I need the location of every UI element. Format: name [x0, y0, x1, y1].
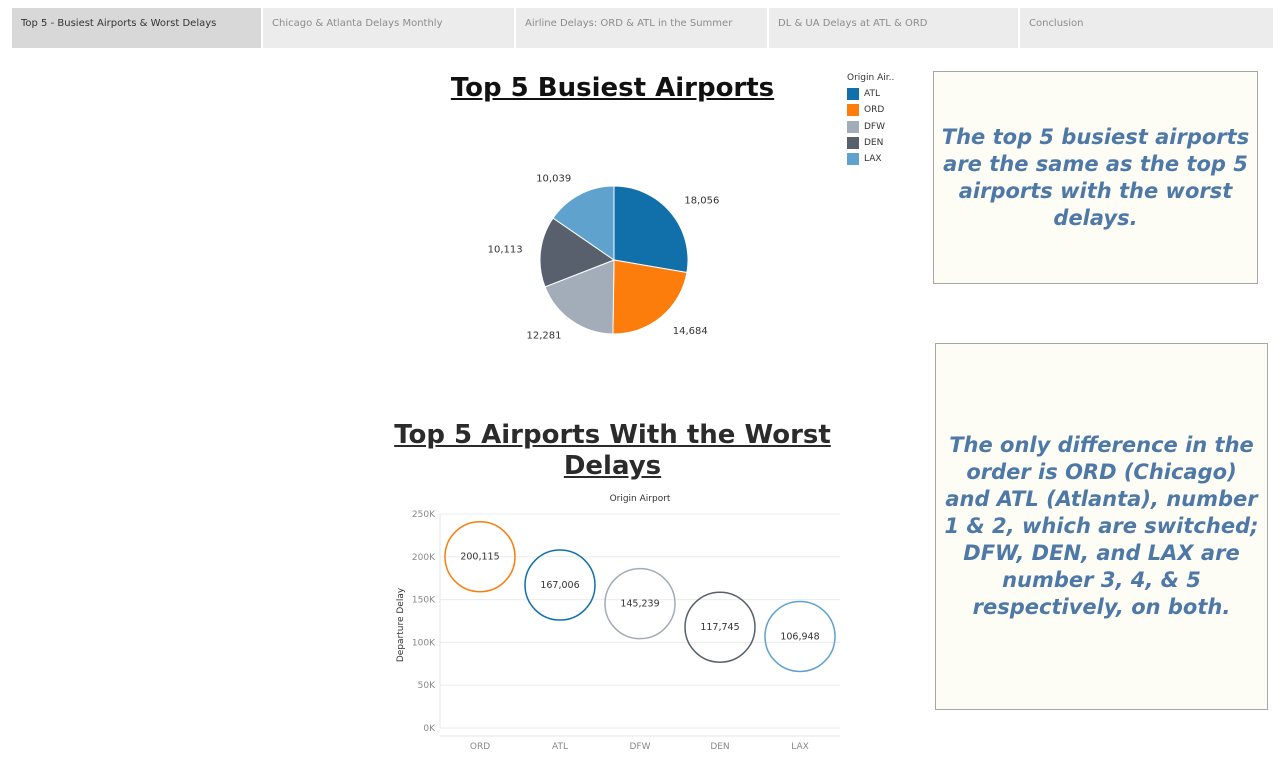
y-tick-label: 200K	[412, 553, 436, 563]
legend-label: DEN	[864, 138, 884, 149]
tab-chicago-atlanta-monthly[interactable]: Chicago & Atlanta Delays Monthly	[263, 8, 516, 48]
legend-swatch	[847, 153, 859, 166]
legend-swatch	[847, 104, 859, 117]
legend: Origin Air.. ATL ORD DFW DEN LAX	[847, 73, 927, 167]
legend-label: ORD	[864, 105, 885, 116]
y-tick-label: 250K	[412, 510, 436, 520]
legend-item-atl[interactable]: ATL	[847, 86, 927, 102]
x-tick-label: DEN	[710, 742, 729, 752]
bubble-data-label: 200,115	[460, 552, 499, 563]
pie-slice-dfw[interactable]	[544, 259, 615, 335]
pie-slice-atl[interactable]	[613, 185, 689, 274]
bubble-data-label: 106,948	[780, 631, 819, 642]
busiest-note-text: The top 5 busiest airports are the same …	[941, 124, 1250, 230]
pie-chart: 18,056 14,684 12,281 10,113 10,039	[488, 174, 720, 342]
pie-data-label: 12,281	[527, 331, 562, 342]
x-axis-title: Origin Airport	[610, 494, 671, 504]
legend-item-lax[interactable]: LAX	[847, 151, 927, 167]
pie-chart-title: Top 5 Busiest Airports	[450, 73, 775, 103]
bubble-lax[interactable]	[764, 600, 836, 673]
bubble-chart-title: Top 5 Airports With the Worst Delays	[394, 420, 831, 481]
legend-label: LAX	[864, 154, 882, 165]
bubble-dfw[interactable]	[604, 567, 676, 640]
pie-data-label: 10,113	[488, 244, 523, 255]
legend-swatch	[847, 120, 859, 133]
busiest-note-box: The top 5 busiest airports are the same …	[933, 71, 1258, 284]
legend-item-ord[interactable]: ORD	[847, 102, 927, 118]
legend-swatch	[847, 88, 859, 101]
x-tick-label: DFW	[629, 742, 650, 752]
tab-dl-ua-delays[interactable]: DL & UA Delays at ATL & ORD	[769, 8, 1020, 48]
bubble-den[interactable]	[684, 591, 756, 663]
x-tick-label: LAX	[791, 742, 809, 752]
legend-item-den[interactable]: DEN	[847, 135, 927, 151]
y-tick-label: 100K	[412, 638, 436, 648]
pie-data-label: 14,684	[673, 326, 708, 337]
difference-note-text: The only difference in the order is ORD …	[944, 433, 1259, 619]
bubble-data-label: 167,006	[540, 580, 579, 591]
tab-busiest-airports[interactable]: Top 5 - Busiest Airports & Worst Delays	[12, 8, 263, 48]
legend-label: ATL	[864, 89, 880, 100]
tab-airline-delays-summer[interactable]: Airline Delays: ORD & ATL in the Summer	[516, 8, 769, 48]
bubble-chart: Origin Airport Departure Delay 0K 50K 100K 15…	[396, 494, 840, 752]
legend-title: Origin Air..	[847, 73, 895, 83]
bubble-ord[interactable]	[444, 520, 516, 593]
legend-label: DFW	[864, 121, 886, 132]
y-axis-title: Departure Delay	[396, 587, 406, 662]
dashboard-tabs: Top 5 - Busiest Airports & Worst Delays …	[12, 8, 1273, 48]
difference-note-box: The only difference in the order is ORD …	[935, 343, 1268, 710]
legend-item-dfw[interactable]: DFW	[847, 119, 927, 135]
y-tick-label: 150K	[412, 596, 436, 606]
y-tick-label: 50K	[418, 681, 436, 691]
pie-data-label: 18,056	[684, 196, 719, 207]
y-tick-label: 0K	[423, 724, 436, 734]
tab-conclusion[interactable]: Conclusion	[1020, 8, 1273, 48]
pie-slice-den[interactable]	[539, 217, 616, 288]
bubble-atl[interactable]	[524, 549, 596, 621]
x-tick-label: ORD	[470, 742, 490, 752]
legend-swatch	[847, 137, 859, 150]
pie-slice-ord[interactable]	[612, 259, 688, 335]
bubble-data-label: 145,239	[620, 599, 659, 610]
pie-data-label: 10,039	[536, 174, 571, 185]
x-tick-label: ATL	[552, 742, 568, 752]
bubble-data-label: 117,745	[700, 622, 739, 633]
pie-slice-lax[interactable]	[552, 185, 615, 261]
